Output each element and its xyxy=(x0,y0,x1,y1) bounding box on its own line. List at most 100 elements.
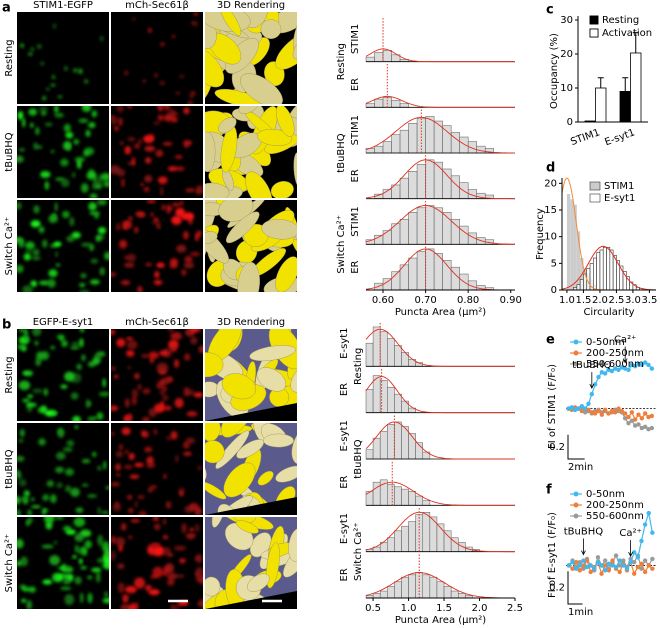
puncta xyxy=(174,359,180,369)
puncta xyxy=(73,68,78,73)
trace-point xyxy=(624,566,630,571)
puncta xyxy=(116,473,121,477)
er-surface xyxy=(293,152,297,188)
puncta xyxy=(74,576,82,585)
puncta xyxy=(87,400,92,407)
x-tick-label: E-syt1 xyxy=(603,127,636,148)
puncta xyxy=(50,83,56,87)
bar xyxy=(630,52,642,123)
er-surface xyxy=(245,171,273,198)
histogram-bar xyxy=(579,279,584,291)
puncta xyxy=(20,556,28,567)
trace-point xyxy=(650,530,655,535)
histogram-bar xyxy=(399,129,409,154)
puncta xyxy=(155,149,164,158)
puncta xyxy=(28,586,37,593)
puncta xyxy=(116,222,121,231)
puncta xyxy=(102,378,106,388)
histogram-bar xyxy=(433,120,443,154)
legend-label: 0-50nm xyxy=(586,489,625,500)
histogram-bar xyxy=(450,266,460,291)
black-region xyxy=(205,497,297,515)
puncta xyxy=(53,540,58,545)
puncta xyxy=(50,346,55,350)
er-surface xyxy=(205,182,230,198)
puncta xyxy=(80,565,87,570)
puncta xyxy=(42,494,50,501)
trace-point xyxy=(610,558,615,563)
puncta xyxy=(25,520,30,527)
puncta xyxy=(75,544,79,554)
puncta xyxy=(30,497,35,502)
cell-image xyxy=(111,106,203,198)
puncta xyxy=(17,110,24,120)
puncta xyxy=(104,591,108,598)
puncta xyxy=(137,383,142,391)
puncta xyxy=(157,114,165,122)
puncta xyxy=(171,202,181,207)
puncta xyxy=(111,329,116,336)
y-tick-label: 20 xyxy=(544,178,557,189)
trace-point xyxy=(602,563,608,568)
histogram-bar xyxy=(408,123,418,154)
x-tick-label: 1.5 xyxy=(436,603,452,614)
puncta xyxy=(17,264,24,273)
legend-swatch xyxy=(589,28,599,38)
er-surface xyxy=(256,367,287,392)
puncta xyxy=(38,226,45,234)
puncta xyxy=(170,345,177,353)
puncta xyxy=(174,397,184,408)
puncta xyxy=(115,450,124,458)
trace-point xyxy=(596,408,601,414)
puncta xyxy=(95,235,101,242)
puncta xyxy=(125,337,134,341)
histogram-bar xyxy=(436,581,445,599)
trace-point xyxy=(636,361,641,366)
puncta xyxy=(156,381,165,390)
puncta xyxy=(167,572,177,581)
puncta xyxy=(140,354,150,358)
trace-point xyxy=(616,367,621,373)
er-surface xyxy=(263,433,294,448)
puncta xyxy=(138,138,142,145)
puncta xyxy=(170,331,183,341)
puncta xyxy=(75,507,84,514)
histogram-bar xyxy=(399,103,409,108)
puncta xyxy=(17,560,22,567)
cell-image xyxy=(205,12,297,104)
puncta xyxy=(78,118,89,123)
row-label: ER xyxy=(350,78,361,91)
trace-point xyxy=(577,568,582,573)
puncta xyxy=(128,215,133,222)
puncta xyxy=(58,430,64,438)
puncta xyxy=(126,339,138,350)
puncta xyxy=(195,567,203,578)
trace-point xyxy=(592,566,597,571)
puncta xyxy=(126,413,133,421)
trace-point xyxy=(628,559,633,565)
puncta xyxy=(133,226,139,234)
histogram-bar xyxy=(408,257,418,291)
puncta xyxy=(92,416,97,420)
x-tick-label: 0.60 xyxy=(372,295,394,306)
puncta xyxy=(79,338,84,348)
puncta xyxy=(80,183,89,193)
puncta xyxy=(124,70,129,76)
puncta xyxy=(54,202,58,212)
histogram-bar xyxy=(382,50,392,62)
puncta xyxy=(20,43,25,48)
puncta xyxy=(121,177,125,188)
legend-label: 200-250nm xyxy=(586,500,644,511)
histogram-bar xyxy=(457,593,466,599)
puncta xyxy=(149,133,155,142)
puncta xyxy=(154,72,158,78)
puncta xyxy=(183,230,189,240)
er-surface xyxy=(205,576,221,597)
puncta xyxy=(23,370,33,377)
puncta xyxy=(153,279,163,286)
group-label: Switch Ca²⁺ xyxy=(353,522,364,581)
puncta xyxy=(131,388,139,399)
puncta xyxy=(132,16,136,22)
puncta xyxy=(111,431,115,437)
histogram-bar xyxy=(382,97,392,108)
